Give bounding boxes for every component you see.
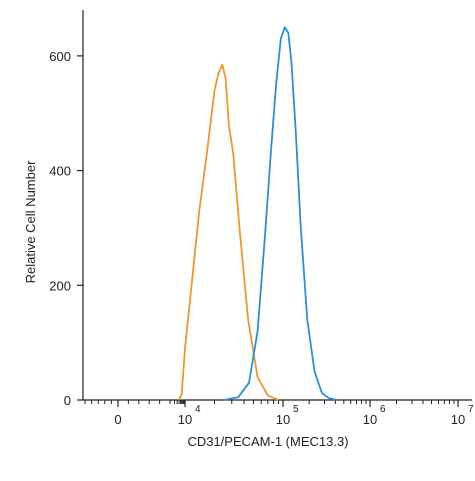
x-axis-title: CD31/PECAM-1 (MEC13.3) — [187, 434, 348, 449]
y-tick-label: 600 — [49, 49, 71, 64]
x-tick-label: 10 — [363, 412, 377, 427]
x-tick-label: 10 — [451, 412, 465, 427]
y-tick-label: 0 — [64, 393, 71, 408]
series-layer — [178, 26, 338, 401]
x-tick-exponent: 7 — [468, 404, 474, 415]
histogram-series-1 — [178, 63, 279, 401]
x-tick-label: 10 — [178, 412, 192, 427]
histogram-series-2 — [223, 26, 338, 401]
x-tick-label: 0 — [114, 412, 121, 427]
y-axis-title: Relative Cell Number — [23, 160, 38, 283]
x-tick-exponent: 5 — [293, 404, 299, 415]
y-tick-label: 200 — [49, 278, 71, 293]
x-tick-exponent: 4 — [195, 404, 201, 415]
x-tick-label: 10 — [276, 412, 290, 427]
y-tick-label: 400 — [49, 164, 71, 179]
y-axis-ticks: 0 200 400 600 — [49, 49, 83, 408]
x-tick-exponent: 6 — [380, 404, 386, 415]
